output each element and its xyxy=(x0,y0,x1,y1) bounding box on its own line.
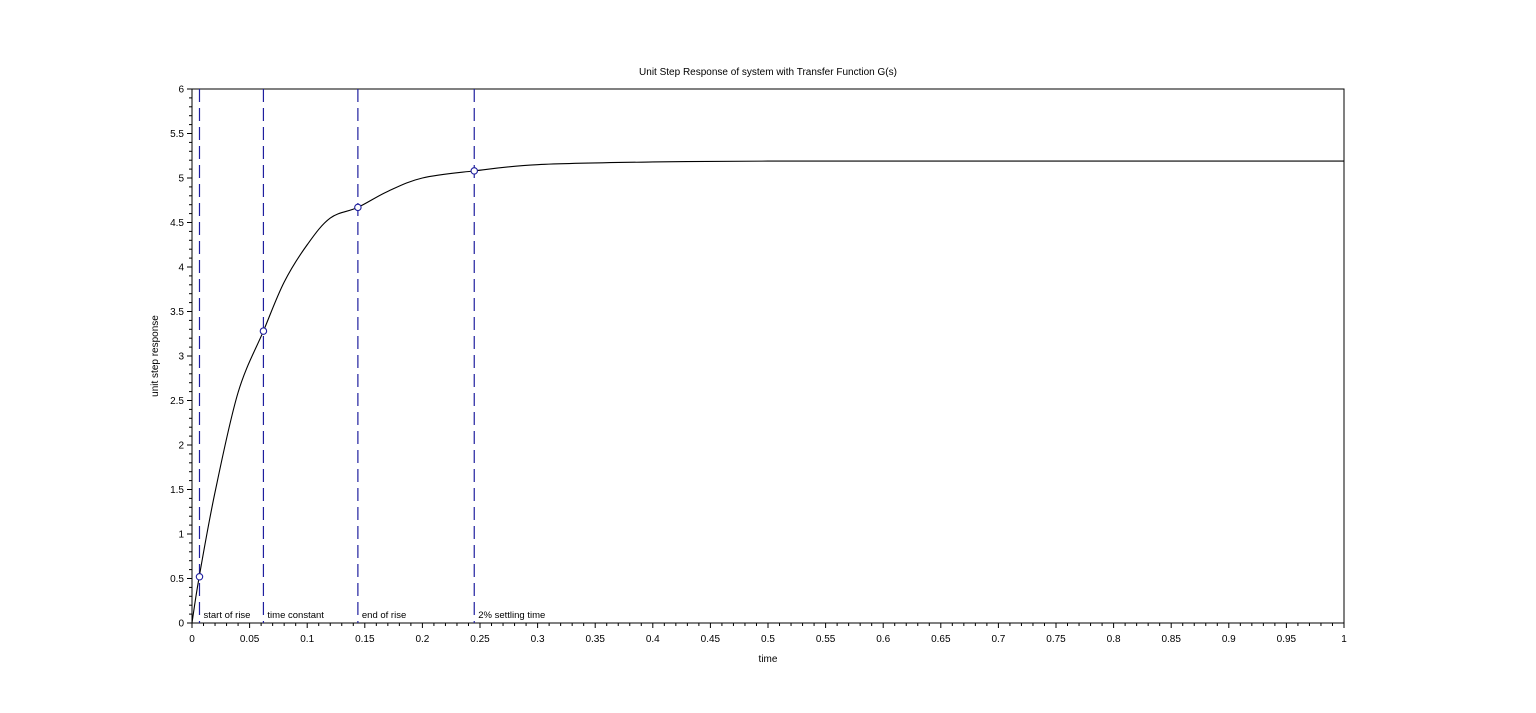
x-tick-label: 0.95 xyxy=(1277,634,1297,645)
marker-label: end of rise xyxy=(362,610,406,621)
y-tick-label: 6 xyxy=(178,85,184,96)
chart-title: Unit Step Response of system with Transf… xyxy=(639,67,897,78)
x-tick-label: 0.5 xyxy=(761,634,775,645)
marker-point xyxy=(259,327,268,335)
y-tick-label: 0 xyxy=(178,619,184,630)
x-tick-label: 0.2 xyxy=(415,634,429,645)
y-tick-label: 2 xyxy=(178,441,184,452)
marker-points xyxy=(195,167,478,581)
x-tick-label: 1 xyxy=(1341,634,1347,645)
x-tick-label: 0.3 xyxy=(531,634,545,645)
marker-label: start of rise xyxy=(203,610,250,621)
y-tick-label: 5 xyxy=(178,174,184,185)
x-tick-label: 0.9 xyxy=(1222,634,1236,645)
x-tick-label: 0 xyxy=(189,634,195,645)
y-tick-label: 1.5 xyxy=(170,485,184,496)
marker-label: 2% settling time xyxy=(478,610,545,621)
y-tick-label: 3 xyxy=(178,352,184,363)
y-tick-label: 2.5 xyxy=(170,396,184,407)
x-tick-label: 0.05 xyxy=(240,634,260,645)
x-tick-label: 0.85 xyxy=(1161,634,1181,645)
series-line xyxy=(191,160,1344,624)
y-tick-label: 1 xyxy=(178,530,184,541)
y-axis-label: unit step response xyxy=(150,315,161,397)
x-tick-label: 0.45 xyxy=(701,634,721,645)
marker-point xyxy=(470,167,478,175)
series-layer xyxy=(191,160,1344,624)
axis-ticks: 0 0.05 0.1 0.15 0.2 0.25 0.3 0.35 0.4 0.45 0.5 0.55… xyxy=(170,85,1347,646)
x-tick-label: 0.15 xyxy=(355,634,375,645)
y-tick-label: 3.5 xyxy=(170,307,184,318)
x-tick-label: 0.55 xyxy=(816,634,836,645)
y-tick-label: 4.5 xyxy=(170,218,184,229)
marker-label: time constant xyxy=(267,610,324,621)
y-tick-label: 5.5 xyxy=(170,129,184,140)
y-tick-label: 4 xyxy=(178,263,184,274)
x-tick-label: 0.25 xyxy=(470,634,490,645)
x-tick-label: 0.65 xyxy=(931,634,951,645)
marker-point xyxy=(195,572,204,581)
y-tick-label: 0.5 xyxy=(170,574,184,585)
x-axis-label: time xyxy=(759,654,778,665)
marker-vertical-lines xyxy=(198,89,475,623)
x-tick-label: 0.1 xyxy=(300,634,314,645)
x-tick-label: 0.7 xyxy=(991,634,1005,645)
marker-labels: start of rise time constant end of rise 2% … xyxy=(203,610,545,621)
x-tick-label: 0.75 xyxy=(1046,634,1066,645)
x-tick-label: 0.8 xyxy=(1107,634,1121,645)
x-tick-label: 0.4 xyxy=(646,634,660,645)
x-tick-label: 0.6 xyxy=(876,634,890,645)
marker-point xyxy=(354,203,362,212)
x-tick-label: 0.35 xyxy=(585,634,605,645)
